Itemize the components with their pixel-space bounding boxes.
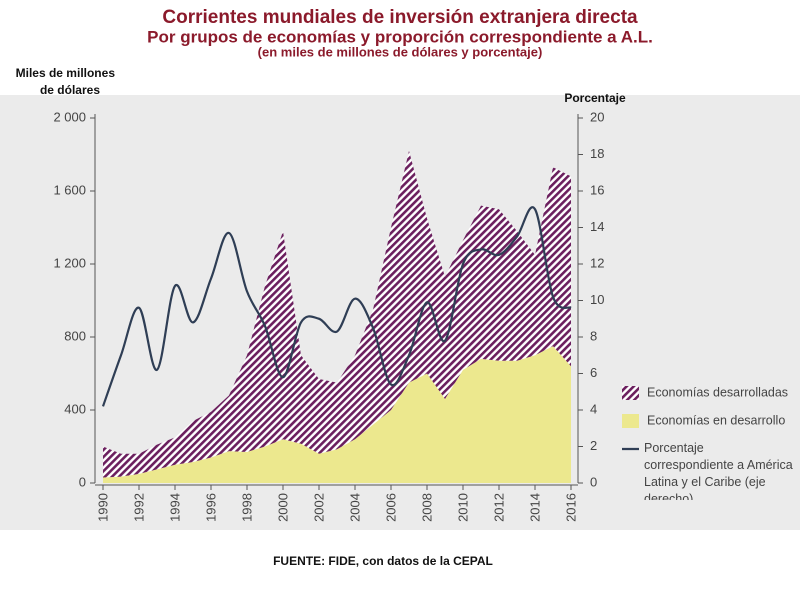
x-tick-label: 1990	[96, 493, 111, 522]
x-tick-label: 2002	[312, 493, 327, 522]
legend-item: Porcentaje correspondiente a América Lat…	[644, 441, 793, 500]
area	[103, 346, 571, 483]
y-tick-label: 1 600	[53, 182, 86, 197]
x-tick-label: 1992	[132, 493, 147, 522]
legend-swatch	[622, 386, 639, 400]
y2-tick-label: 0	[590, 474, 597, 489]
y-tick-label: 800	[64, 328, 86, 343]
x-tick-label: 2010	[456, 493, 471, 522]
chart-title: Corrientes mundiales de inversión extran…	[162, 7, 638, 28]
x-tick-label: 2008	[420, 493, 435, 522]
x-tick-label: 2014	[528, 493, 543, 522]
x-tick-label: 2012	[492, 493, 507, 522]
y-axis-label: Miles de millones	[16, 66, 116, 80]
x-tick-label: 1994	[168, 493, 183, 522]
y2-tick-label: 4	[590, 401, 597, 416]
y-tick-label: 1 200	[53, 255, 86, 270]
y2-tick-label: 2	[590, 438, 597, 453]
y-tick-label: 400	[64, 401, 86, 416]
line	[101, 206, 572, 407]
chart-note: (en miles de millones de dólares y porce…	[258, 44, 543, 59]
y2-tick-label: 18	[590, 146, 604, 161]
y2-tick-label: 14	[590, 219, 604, 234]
source: FUENTE: FIDE, con datos de la CEPAL	[273, 554, 493, 568]
y2-tick-label: 12	[590, 255, 604, 270]
y2-tick-label: 6	[590, 365, 597, 380]
x-tick-label: 2016	[564, 493, 579, 522]
y2-tick-label: 20	[590, 109, 604, 124]
y-tick-label: 0	[79, 474, 86, 489]
x-tick-label: 2004	[348, 493, 363, 522]
legend-label: Economías desarrolladas	[647, 385, 788, 399]
legend-label: Porcentaje correspondiente a América Lat…	[644, 441, 793, 500]
y-axis-label: de dólares	[40, 83, 100, 97]
y2-tick-label: 10	[590, 292, 604, 307]
y-tick-label: 2 000	[53, 109, 86, 124]
y2-axis-label: Porcentaje	[564, 91, 626, 105]
x-tick-label: 2000	[276, 493, 291, 522]
y2-tick-label: 8	[590, 328, 597, 343]
x-tick-label: 1996	[204, 493, 219, 522]
area	[103, 150, 571, 478]
legend-label: Economías en desarrollo	[647, 413, 785, 427]
legend-swatch	[622, 414, 639, 428]
chart-subtitle: Por grupos de economías y proporción cor…	[147, 27, 653, 46]
y2-tick-label: 16	[590, 182, 604, 197]
x-tick-label: 1998	[240, 493, 255, 522]
x-tick-label: 2006	[384, 493, 399, 522]
